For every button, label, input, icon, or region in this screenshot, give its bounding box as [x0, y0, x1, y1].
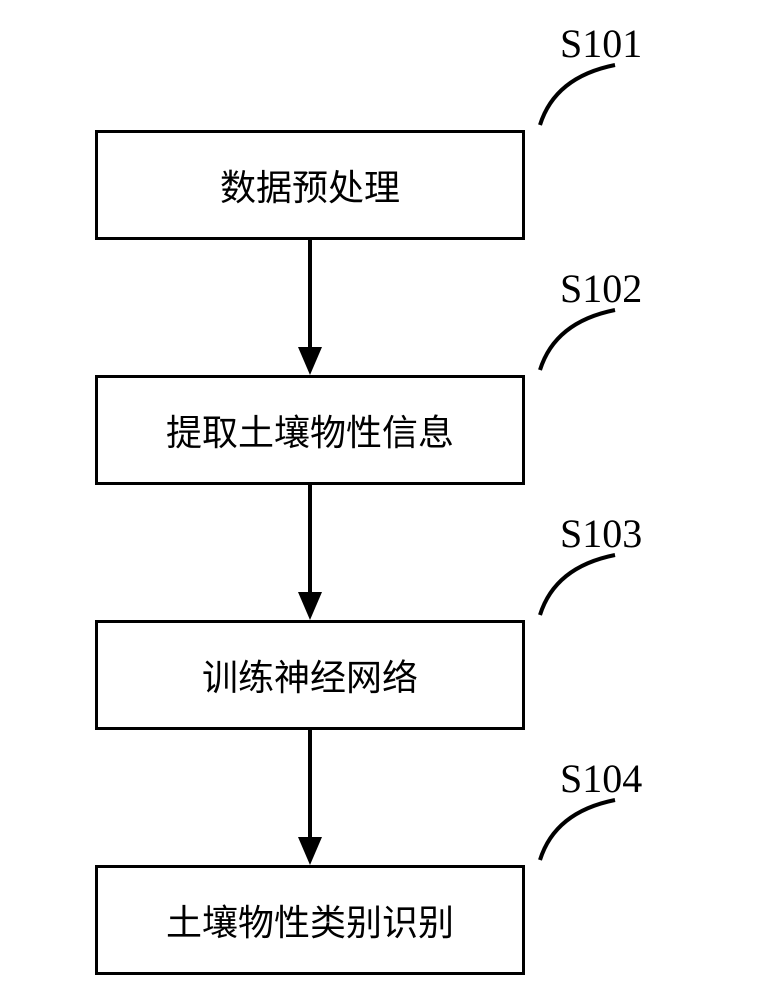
connector-curve: [530, 300, 625, 380]
connector-curve: [530, 790, 625, 870]
flow-step-2: 提取土壤物性信息: [95, 375, 525, 485]
flow-step-3: 训练神经网络: [95, 620, 525, 730]
flow-arrow: [286, 485, 334, 620]
flow-step-text: 训练神经网络: [202, 649, 418, 701]
flow-arrow: [286, 730, 334, 865]
connector-curve: [530, 545, 625, 625]
flow-step-text: 土壤物性类别识别: [166, 894, 454, 946]
flow-step-text: 提取土壤物性信息: [166, 404, 454, 456]
flow-step-text: 数据预处理: [220, 159, 400, 211]
connector-curve: [530, 55, 625, 135]
flow-step-1: 数据预处理: [95, 130, 525, 240]
flowchart-canvas: 数据预处理S101提取土壤物性信息S102训练神经网络S103土壤物性类别识别S…: [0, 0, 758, 992]
flow-arrow: [286, 240, 334, 375]
flow-step-4: 土壤物性类别识别: [95, 865, 525, 975]
